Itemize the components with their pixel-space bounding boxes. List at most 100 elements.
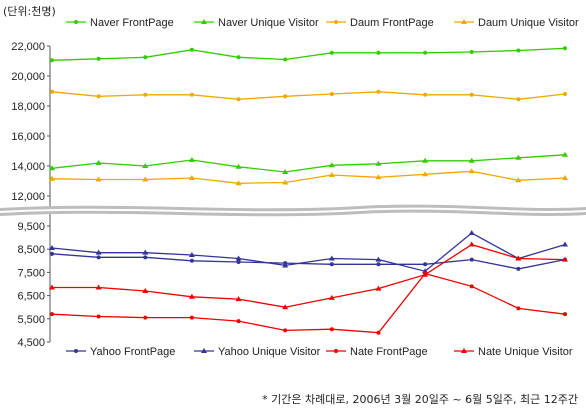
data-point [95, 160, 102, 165]
series-naver-unique-visitor [49, 151, 568, 174]
data-point [562, 151, 568, 157]
legend: Naver FrontPage Naver Unique Visitor Daum … [66, 17, 579, 29]
data-point [423, 92, 428, 97]
data-point [328, 172, 335, 177]
data-point [516, 306, 521, 311]
data-point [188, 252, 195, 257]
data-point [283, 328, 288, 333]
data-point [283, 57, 288, 62]
data-point [95, 249, 102, 255]
series-nate-unique-visitor [49, 241, 568, 310]
data-point [376, 50, 381, 55]
y-tick-label: 8,500 [17, 244, 45, 256]
data-point [282, 179, 289, 185]
data-point [468, 157, 475, 163]
legend-swatch-marker [461, 19, 467, 24]
series-daum-unique-visitor [49, 168, 568, 186]
legend-item: Naver FrontPage [66, 17, 174, 29]
legend-swatch-marker [334, 20, 338, 24]
data-point [96, 314, 101, 319]
data-point [468, 229, 475, 235]
data-point [188, 157, 195, 162]
data-point [469, 284, 474, 289]
data-point [515, 154, 522, 160]
data-point [376, 262, 381, 267]
legend-swatch-marker [334, 349, 338, 353]
data-point [95, 284, 102, 290]
series-naver-frontpage [50, 46, 567, 63]
axis-break-band [0, 204, 586, 217]
legend: Yahoo FrontPage Yahoo Unique Visitor Nate … [66, 346, 573, 358]
data-point [562, 241, 568, 247]
data-point [563, 46, 567, 51]
data-point [142, 249, 149, 255]
data-point [329, 262, 334, 267]
data-point [515, 177, 522, 183]
data-point [329, 327, 334, 332]
axis-break-highlight [0, 207, 586, 214]
data-point [282, 169, 289, 174]
data-point [95, 176, 102, 182]
legend-swatch-marker [74, 349, 78, 353]
data-point [49, 175, 55, 181]
data-point [469, 257, 474, 262]
series-line [51, 272, 566, 334]
legend-label: Naver Unique Visitor [218, 17, 319, 29]
legend-item: Naver Unique Visitor [194, 17, 319, 29]
data-point [50, 58, 54, 63]
series-line [51, 154, 566, 173]
data-point [235, 255, 242, 261]
series-line [52, 243, 566, 308]
data-point [96, 56, 101, 61]
legend-label: Daum FrontPage [350, 17, 434, 29]
data-point [468, 241, 475, 247]
data-point [96, 94, 101, 99]
data-point [423, 50, 428, 55]
legend-swatch-marker [461, 348, 467, 353]
y-tick-label: 22,000 [11, 41, 45, 53]
data-point [49, 284, 55, 290]
data-point [328, 294, 335, 300]
data-point [143, 315, 148, 320]
data-point [188, 175, 195, 180]
data-point [329, 50, 334, 55]
data-point [188, 293, 195, 299]
data-point [235, 296, 242, 302]
unit-label: (단위:천명) [3, 5, 56, 18]
data-point [143, 55, 148, 60]
legend-swatch-marker [201, 19, 207, 24]
legend-label: Yahoo FrontPage [90, 346, 175, 358]
data-point [50, 251, 54, 256]
chart-panel-0: 22,000 20,000 18,000 16,000 14,000 12,000 Nave… [11, 17, 579, 203]
data-point [516, 97, 521, 102]
data-point [329, 92, 334, 96]
data-point [282, 304, 289, 310]
legend-item: Yahoo FrontPage [66, 346, 175, 358]
series-nate-frontpage [50, 271, 567, 335]
data-point [423, 262, 428, 267]
data-point [236, 319, 241, 324]
data-point [422, 157, 429, 163]
data-point [236, 55, 241, 60]
data-point [50, 312, 54, 317]
data-point [376, 330, 381, 335]
data-point [468, 168, 475, 174]
data-point [235, 163, 242, 169]
data-point [189, 92, 194, 97]
data-point [375, 285, 382, 291]
data-point [562, 175, 568, 180]
data-point [422, 171, 429, 177]
data-point [236, 97, 241, 102]
series-daum-frontpage [50, 89, 567, 102]
data-point [516, 266, 521, 271]
series-line [51, 47, 566, 61]
y-tick-label: 9,500 [17, 221, 45, 233]
data-point [143, 92, 148, 97]
data-point [563, 312, 567, 317]
legend-item: Nate Unique Visitor [454, 346, 573, 358]
y-tick-label: 5,500 [17, 314, 45, 326]
data-point [49, 245, 55, 251]
y-tick-label: 7,500 [17, 267, 45, 279]
